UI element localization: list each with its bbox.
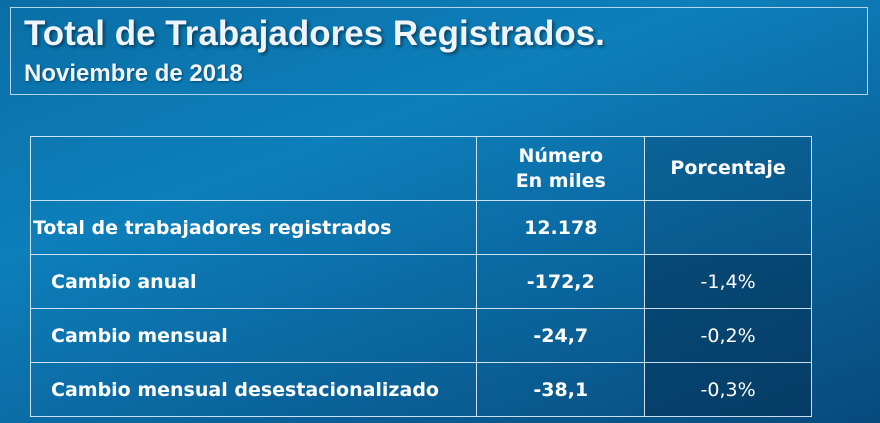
header-number-line2: En miles [515, 169, 606, 192]
table-row: Cambio anual -172,2 -1,4% [29, 254, 812, 309]
title-box: Total de Trabajadores Registrados. Novie… [10, 7, 868, 95]
page-subtitle: Noviembre de 2018 [24, 60, 243, 87]
row-percent [644, 200, 812, 255]
row-value: -172,2 [476, 254, 646, 309]
row-percent: -0,2% [644, 308, 812, 363]
header-number: Número En miles [476, 136, 646, 201]
header-empty-cell [29, 136, 478, 201]
row-value: -38,1 [476, 362, 646, 417]
row-label: Total de trabajadores registrados [29, 200, 478, 255]
row-value: -24,7 [476, 308, 646, 363]
header-percentage: Porcentaje [644, 136, 812, 201]
row-percent: -0,3% [644, 362, 812, 417]
table-row: Cambio mensual desestacionalizado -38,1 … [29, 362, 812, 417]
row-label: Cambio anual [29, 254, 478, 309]
table-row: Total de trabajadores registrados 12.178 [29, 200, 812, 255]
header-number-line1: Número [518, 144, 604, 167]
workers-table: Número En miles Porcentaje Total de trab… [29, 136, 812, 417]
row-label: Cambio mensual [29, 308, 478, 363]
page-title: Total de Trabajadores Registrados. [24, 14, 605, 53]
row-percent: -1,4% [644, 254, 812, 309]
table-row: Cambio mensual -24,7 -0,2% [29, 308, 812, 363]
row-label: Cambio mensual desestacionalizado [29, 362, 478, 417]
row-value: 12.178 [476, 200, 646, 255]
table-header-row: Número En miles Porcentaje [29, 136, 812, 201]
